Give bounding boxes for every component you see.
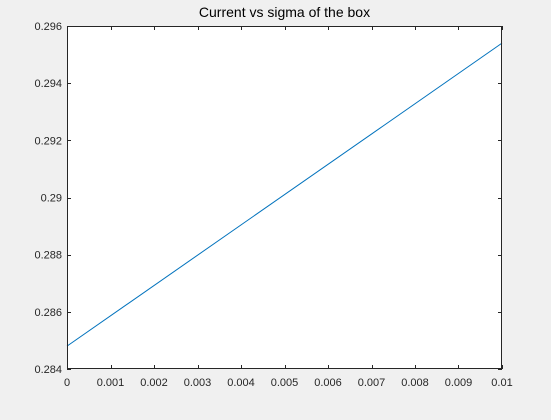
y-tick-label: 0.296	[34, 21, 62, 33]
x-tick-label: 0.002	[140, 377, 168, 389]
series-line-0	[66, 42, 503, 347]
y-tick-label: 0.29	[41, 193, 62, 205]
x-tick-label: 0.003	[184, 377, 212, 389]
x-tick-label: 0.008	[401, 377, 429, 389]
y-tick-label: 0.292	[34, 135, 62, 147]
y-tick-label: 0.288	[34, 250, 62, 262]
x-tick-label: 0.009	[445, 377, 473, 389]
x-tick-label: 0.007	[358, 377, 386, 389]
x-tick-label: 0.005	[271, 377, 299, 389]
x-tick-label: 0	[64, 377, 70, 389]
x-tick-label: 0.01	[491, 377, 512, 389]
x-tick-label: 0.004	[227, 377, 255, 389]
plot-area	[67, 26, 502, 369]
x-tick-label: 0.001	[97, 377, 125, 389]
chart-title: Current vs sigma of the box	[199, 4, 370, 20]
x-tick-label: 0.006	[314, 377, 342, 389]
axes-box	[67, 26, 502, 369]
series-layer	[66, 42, 503, 347]
y-tick-label: 0.284	[34, 364, 62, 376]
y-tick-label: 0.294	[34, 78, 62, 90]
axes-layer: 0 0.001 0.002 0.003 0.004 0.005 0.006 0.007 0.00…	[34, 21, 512, 389]
y-tick-label: 0.286	[34, 307, 62, 319]
